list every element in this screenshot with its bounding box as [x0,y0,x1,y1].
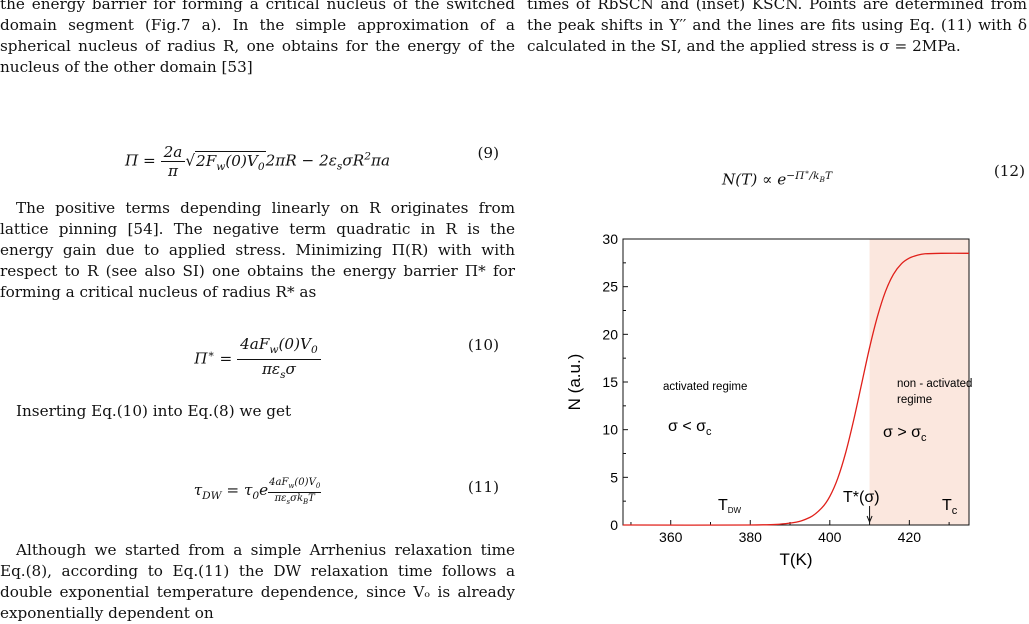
figure-caption: times of RbSCN and (inset) KSCN. Points … [527,0,1027,55]
x-tick-label: 360 [659,529,683,545]
y-axis-label: N (a.u.) [565,354,584,411]
t-c-label: Tc [942,497,958,517]
equation-11-number: (11) [467,478,499,496]
non-activated-label: non - activated [897,378,972,390]
equation-9-number: (9) [477,144,499,162]
regime-label: regime [897,394,932,406]
paragraph-2: The positive terms depending linearly on… [0,199,515,301]
plot-frame [622,238,970,526]
y-tick-label: 25 [602,279,618,295]
y-tick-label: 5 [610,469,618,485]
y-tick-label: 0 [610,517,618,533]
series-line [622,252,970,526]
equation-10-number: (10) [467,336,499,354]
x-tick-label: 400 [818,529,842,545]
x-tick-label: 380 [739,529,763,545]
sigma-lt-label: σ < σc [668,418,712,438]
sigma-gt-label: σ > σc [883,424,927,444]
y-tick-label: 30 [602,231,618,247]
paragraph-1: the energy barrier for forming a critica… [0,0,515,76]
paragraph-3: Inserting Eq.(10) into Eq.(8) we get [16,402,292,420]
y-tick-label: 20 [602,326,618,342]
equation-11: τDW = τ0e 4aFw(0)V0 πεsσkBT (11) [193,477,499,506]
activated-regime-label: activated regime [663,381,747,393]
equation-12: N(T) ∝ e−Π∗/kBT (12) [721,162,1025,189]
y-tick-label: 15 [602,374,618,390]
t-star-label: T*(σ) [843,489,880,506]
non-activated-region [869,239,969,525]
equation-9: Π = 2a π √2Fw(0)V02πR − 2εsσR2πa (9) [124,143,499,180]
t-dw-label: TDW [718,497,742,515]
paragraph-4: Although we started from a simple Arrhen… [0,541,515,622]
x-axis-label: T(K) [779,550,812,569]
t-star-arrow [866,506,873,524]
equation-12-number: (12) [993,162,1025,180]
y-tick-label: 10 [602,422,618,438]
x-tick-label: 420 [898,529,922,545]
equation-10: Π∗ = 4aFw(0)V0 πεsσ (10) [194,335,499,382]
